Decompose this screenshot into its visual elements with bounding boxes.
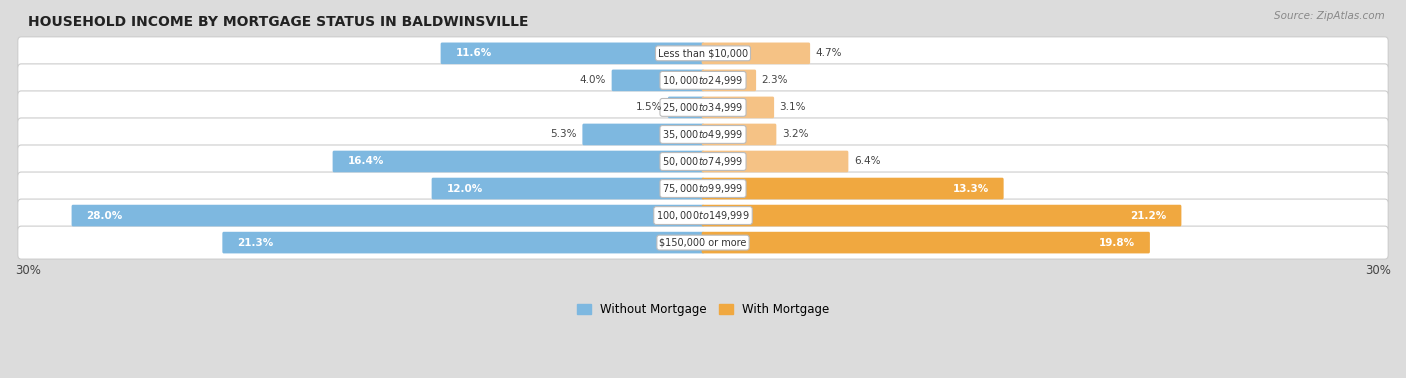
Text: Source: ZipAtlas.com: Source: ZipAtlas.com [1274, 11, 1385, 21]
FancyBboxPatch shape [18, 64, 1388, 97]
FancyBboxPatch shape [222, 232, 704, 253]
FancyBboxPatch shape [18, 37, 1388, 70]
Text: 2.3%: 2.3% [762, 75, 787, 85]
Text: 16.4%: 16.4% [347, 156, 384, 166]
FancyBboxPatch shape [18, 199, 1388, 232]
Text: 28.0%: 28.0% [86, 211, 122, 220]
Text: Less than $10,000: Less than $10,000 [658, 48, 748, 58]
Text: 1.5%: 1.5% [636, 102, 662, 112]
FancyBboxPatch shape [18, 172, 1388, 205]
FancyBboxPatch shape [582, 124, 704, 145]
FancyBboxPatch shape [18, 145, 1388, 178]
FancyBboxPatch shape [702, 205, 1181, 226]
FancyBboxPatch shape [702, 151, 848, 172]
Text: HOUSEHOLD INCOME BY MORTGAGE STATUS IN BALDWINSVILLE: HOUSEHOLD INCOME BY MORTGAGE STATUS IN B… [28, 15, 529, 29]
Text: 19.8%: 19.8% [1099, 238, 1135, 248]
Text: 13.3%: 13.3% [952, 184, 988, 194]
Text: 4.0%: 4.0% [579, 75, 606, 85]
Text: 21.3%: 21.3% [238, 238, 273, 248]
Text: 21.2%: 21.2% [1130, 211, 1167, 220]
Legend: Without Mortgage, With Mortgage: Without Mortgage, With Mortgage [572, 299, 834, 321]
FancyBboxPatch shape [18, 91, 1388, 124]
Text: $35,000 to $49,999: $35,000 to $49,999 [662, 128, 744, 141]
FancyBboxPatch shape [18, 226, 1388, 259]
FancyBboxPatch shape [18, 118, 1388, 151]
FancyBboxPatch shape [702, 178, 1004, 199]
Text: 3.2%: 3.2% [782, 129, 808, 139]
Text: 6.4%: 6.4% [853, 156, 880, 166]
Text: $25,000 to $34,999: $25,000 to $34,999 [662, 101, 744, 114]
FancyBboxPatch shape [72, 205, 704, 226]
FancyBboxPatch shape [440, 42, 704, 64]
FancyBboxPatch shape [668, 97, 704, 118]
FancyBboxPatch shape [702, 70, 756, 91]
Text: 4.7%: 4.7% [815, 48, 842, 58]
Text: $10,000 to $24,999: $10,000 to $24,999 [662, 74, 744, 87]
FancyBboxPatch shape [702, 42, 810, 64]
Text: 3.1%: 3.1% [779, 102, 806, 112]
FancyBboxPatch shape [612, 70, 704, 91]
Text: 5.3%: 5.3% [551, 129, 576, 139]
Text: $50,000 to $74,999: $50,000 to $74,999 [662, 155, 744, 168]
FancyBboxPatch shape [702, 97, 775, 118]
FancyBboxPatch shape [432, 178, 704, 199]
Text: $150,000 or more: $150,000 or more [659, 238, 747, 248]
FancyBboxPatch shape [702, 232, 1150, 253]
Text: $100,000 to $149,999: $100,000 to $149,999 [657, 209, 749, 222]
Text: 12.0%: 12.0% [447, 184, 482, 194]
FancyBboxPatch shape [702, 124, 776, 145]
FancyBboxPatch shape [333, 151, 704, 172]
Text: 11.6%: 11.6% [456, 48, 492, 58]
Text: $75,000 to $99,999: $75,000 to $99,999 [662, 182, 744, 195]
